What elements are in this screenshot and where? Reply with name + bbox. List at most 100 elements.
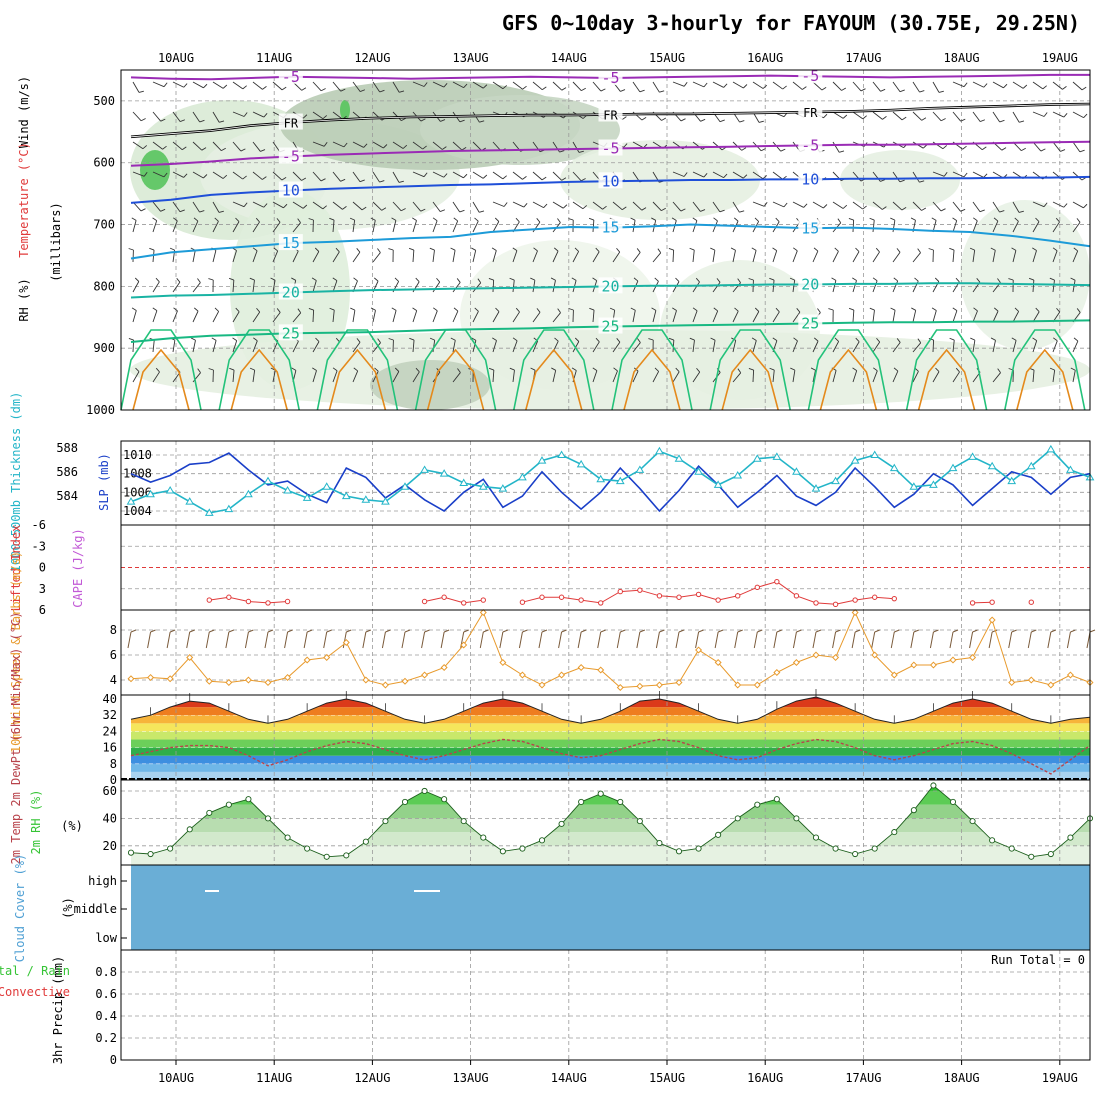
wind-barb [1072, 171, 1083, 181]
wind-barb-flag [741, 147, 747, 151]
wind-barb-flag [515, 217, 520, 223]
rh-point [832, 845, 839, 852]
w10-point [558, 671, 566, 679]
wind-barb [272, 141, 281, 153]
w10-barb [949, 631, 954, 649]
wind-barb-flag [769, 367, 775, 371]
contour-label-bg [278, 181, 303, 198]
w10-point [695, 646, 703, 654]
li-point [774, 578, 780, 585]
w10-barb-flag [228, 629, 235, 633]
wind-barb [492, 279, 495, 293]
contour-label: FR [803, 106, 818, 120]
wind-barb-flag [969, 247, 975, 251]
w10-point [186, 653, 194, 662]
rh-point [989, 837, 996, 844]
wind-barb [412, 201, 422, 212]
li-tick: -6 [32, 518, 46, 532]
wind-barb-flag [796, 308, 801, 313]
wind-barb-flag [140, 118, 146, 122]
wind-barb [452, 282, 461, 293]
rh-unit: (%) [61, 819, 83, 833]
w10-barb [988, 631, 993, 649]
wind-barb-flag [763, 202, 768, 207]
wind-barb-flag [758, 120, 764, 123]
wind-barb-flag [880, 179, 886, 182]
rh-point [362, 838, 369, 845]
w10-barb-flag [737, 629, 743, 633]
wind-barb [752, 369, 755, 383]
wind-barb-flag [515, 307, 520, 313]
wind-barb [512, 250, 518, 263]
wind-barb [412, 310, 418, 323]
thickness-point [987, 461, 997, 470]
wind-barb-flag [400, 208, 406, 212]
wind-barb-flag [802, 86, 807, 90]
wind-barb-flag [955, 277, 960, 283]
wind-barb-flag [350, 307, 356, 311]
rh-point [245, 796, 252, 803]
li-point [715, 597, 721, 603]
wind-barb-flag [429, 337, 435, 341]
wind-barb-flag [340, 178, 346, 182]
wind-barb-flag [320, 178, 326, 182]
wind-barb-flag [509, 277, 515, 281]
wind-barb-flag [595, 247, 600, 253]
precip-total-label: Total / Rain [0, 964, 70, 978]
wind-barb-flag [523, 202, 528, 208]
wind-barb-flag [423, 172, 428, 177]
w10-barb [538, 631, 543, 649]
wind-barb [212, 111, 220, 123]
wind-barb-flag [780, 148, 786, 152]
wind-barb-flag [1035, 307, 1040, 313]
wind-barb [632, 81, 641, 93]
contour-label: 25 [801, 314, 819, 332]
wind-barb-flag [391, 217, 397, 221]
wind-barb-flag [377, 248, 381, 253]
wind-barb [832, 280, 837, 293]
wind-barb [352, 370, 359, 383]
temp-contour-30 [525, 348, 583, 411]
thickness-point [792, 467, 801, 475]
wind-barb-flag [349, 217, 355, 221]
w10-barb-flag [580, 629, 587, 633]
wind-barb-flag [235, 217, 240, 222]
w10-barb-flag [952, 629, 959, 633]
wind-barb [252, 81, 263, 90]
rh-point [1067, 834, 1074, 841]
wind-barb-flag [543, 203, 548, 208]
wind-barb [152, 310, 158, 323]
wind-barb-flag [659, 90, 665, 93]
wind-barb [1072, 201, 1084, 209]
wind-barb [692, 281, 700, 293]
t2-band [131, 763, 1090, 772]
upper-ytick: 700 [93, 218, 115, 232]
rh-point [636, 818, 643, 825]
w10-barb-flag [972, 629, 978, 633]
wind-barb-flag [931, 217, 937, 221]
w10-barb-flag [169, 629, 176, 633]
li-point [793, 593, 800, 599]
wind-barb [692, 201, 701, 212]
wind-barb-flag [620, 89, 626, 92]
wind-barb-flag [890, 217, 896, 221]
precip-convective-label: Convective [0, 985, 70, 999]
w10-point [1066, 671, 1074, 679]
wind-barb-flag [138, 90, 144, 93]
rh-point [186, 826, 193, 833]
wind-barb-flag [748, 368, 754, 371]
wind-barb [952, 201, 961, 212]
contour-label-bg [798, 103, 823, 120]
wind-barb-flag [790, 367, 796, 371]
thickness-point [752, 454, 762, 462]
rh-point [871, 845, 878, 852]
wind-barb-flag [450, 337, 456, 341]
wind-barb [252, 311, 261, 323]
wind-barb-flag [1032, 337, 1037, 341]
wind-barb [1012, 81, 1024, 89]
wind-barb-flag [671, 217, 677, 221]
wind-barb-flag [551, 367, 556, 371]
t2-band [131, 715, 1090, 724]
wind-barb [472, 221, 479, 233]
wind-barb-flag [128, 338, 134, 341]
